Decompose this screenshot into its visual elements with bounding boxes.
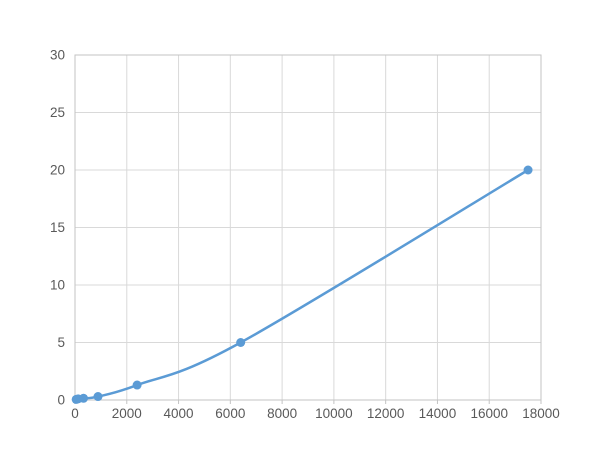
x-axis-tick-label: 4000 — [164, 406, 194, 421]
y-axis-tick-label: 5 — [57, 335, 65, 350]
y-axis-tick-label: 15 — [50, 220, 65, 235]
x-axis-tick-label: 16000 — [470, 406, 508, 421]
data-point-marker — [79, 393, 89, 403]
y-axis-tick-label: 20 — [50, 163, 65, 178]
plot-border — [74, 54, 542, 401]
x-axis-tick-label: 2000 — [112, 406, 142, 421]
y-axis-tick-label: 25 — [50, 105, 65, 120]
x-axis-tick-label: 10000 — [315, 406, 353, 421]
x-axis-tick-label: 0 — [71, 406, 79, 421]
y-axis-tick-label: 10 — [50, 278, 65, 293]
data-point-marker — [523, 165, 533, 175]
data-point-marker — [236, 338, 246, 347]
data-point-marker — [93, 392, 103, 402]
x-axis-tick-label: 8000 — [267, 406, 297, 421]
y-axis-tick-label: 30 — [50, 48, 65, 63]
x-axis-tick-label: 6000 — [215, 406, 245, 421]
x-axis-tick-label: 18000 — [522, 406, 560, 421]
x-axis-tick-label: 12000 — [367, 406, 405, 421]
x-axis-tick-label: 14000 — [419, 406, 457, 421]
data-point-marker — [132, 380, 142, 390]
y-axis-tick-label: 0 — [57, 393, 65, 408]
